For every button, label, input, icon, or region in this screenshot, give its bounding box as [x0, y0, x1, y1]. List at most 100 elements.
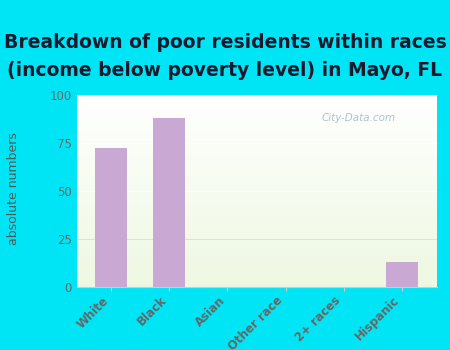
Bar	[76, 264, 436, 266]
Bar	[76, 222, 436, 223]
Bar	[76, 131, 436, 133]
Bar	[76, 175, 436, 177]
Bar	[76, 94, 436, 96]
Bar	[76, 252, 436, 254]
Bar	[76, 166, 436, 168]
Bar	[76, 233, 436, 235]
Bar	[76, 148, 436, 150]
Bar	[76, 228, 436, 229]
Bar	[76, 183, 436, 185]
Bar	[76, 266, 436, 268]
Bar	[76, 168, 436, 169]
Bar	[76, 156, 436, 158]
Bar	[76, 283, 436, 285]
Bar	[76, 274, 436, 275]
Bar	[76, 106, 436, 108]
Bar	[76, 220, 436, 222]
Bar	[76, 129, 436, 131]
Bar	[76, 251, 436, 252]
Bar	[76, 279, 436, 281]
Bar	[76, 229, 436, 231]
Bar	[76, 127, 436, 129]
Bar	[76, 285, 436, 287]
Text: absolute numbers: absolute numbers	[7, 133, 20, 245]
Bar	[76, 137, 436, 139]
Bar	[76, 141, 436, 143]
Bar	[76, 179, 436, 181]
Text: City-Data.com: City-Data.com	[321, 113, 396, 122]
Bar	[76, 270, 436, 272]
Bar	[76, 164, 436, 166]
Bar	[386, 262, 418, 287]
Bar	[76, 262, 436, 264]
Bar	[76, 121, 436, 124]
Bar	[76, 96, 436, 98]
Bar	[76, 133, 436, 135]
Bar	[76, 104, 436, 106]
Bar	[76, 239, 436, 241]
Bar	[76, 118, 436, 120]
Bar	[76, 248, 436, 251]
Bar	[76, 208, 436, 210]
Bar	[76, 160, 436, 162]
Bar	[76, 202, 436, 204]
Bar	[76, 189, 436, 191]
Bar	[76, 210, 436, 212]
Bar	[76, 260, 436, 262]
Bar	[76, 272, 436, 274]
Bar	[76, 235, 436, 237]
Bar	[76, 143, 436, 145]
Bar	[76, 158, 436, 160]
Bar	[76, 110, 436, 112]
Bar	[76, 146, 436, 148]
Bar	[76, 195, 436, 196]
Bar	[76, 245, 436, 246]
Text: (income below poverty level) in Mayo, FL: (income below poverty level) in Mayo, FL	[8, 61, 442, 79]
Bar	[76, 185, 436, 187]
Bar	[76, 114, 436, 116]
Bar	[76, 169, 436, 172]
Bar	[76, 198, 436, 200]
Bar	[76, 193, 436, 195]
Bar	[76, 102, 436, 104]
Bar	[76, 231, 436, 233]
Bar	[76, 139, 436, 141]
Bar	[76, 154, 436, 156]
Bar	[76, 241, 436, 243]
Bar	[76, 224, 436, 225]
Bar	[76, 191, 436, 192]
Bar	[76, 237, 436, 239]
Bar	[76, 200, 436, 202]
Text: Breakdown of poor residents within races: Breakdown of poor residents within races	[4, 33, 446, 51]
Bar	[76, 152, 436, 154]
Bar	[76, 187, 436, 189]
Bar	[76, 246, 436, 248]
Bar	[76, 256, 436, 258]
Bar	[76, 98, 436, 100]
Bar	[76, 218, 436, 220]
Bar	[76, 123, 436, 125]
Bar	[76, 216, 436, 218]
Bar	[95, 148, 127, 287]
Bar	[76, 177, 436, 179]
Bar	[76, 162, 436, 164]
Bar	[76, 212, 436, 214]
Bar	[76, 150, 436, 152]
Bar	[76, 243, 436, 245]
Bar	[76, 116, 436, 118]
Bar	[76, 196, 436, 198]
Bar	[76, 281, 436, 283]
Bar	[76, 100, 436, 102]
Bar	[76, 135, 436, 137]
Bar	[76, 145, 436, 146]
Bar	[76, 277, 436, 279]
Bar	[76, 172, 436, 174]
Bar	[76, 258, 436, 260]
Bar	[76, 108, 436, 110]
Bar	[76, 225, 436, 228]
Bar	[76, 181, 436, 183]
Bar	[76, 119, 436, 121]
Bar	[76, 268, 436, 270]
Bar	[76, 254, 436, 256]
Bar	[76, 204, 436, 206]
